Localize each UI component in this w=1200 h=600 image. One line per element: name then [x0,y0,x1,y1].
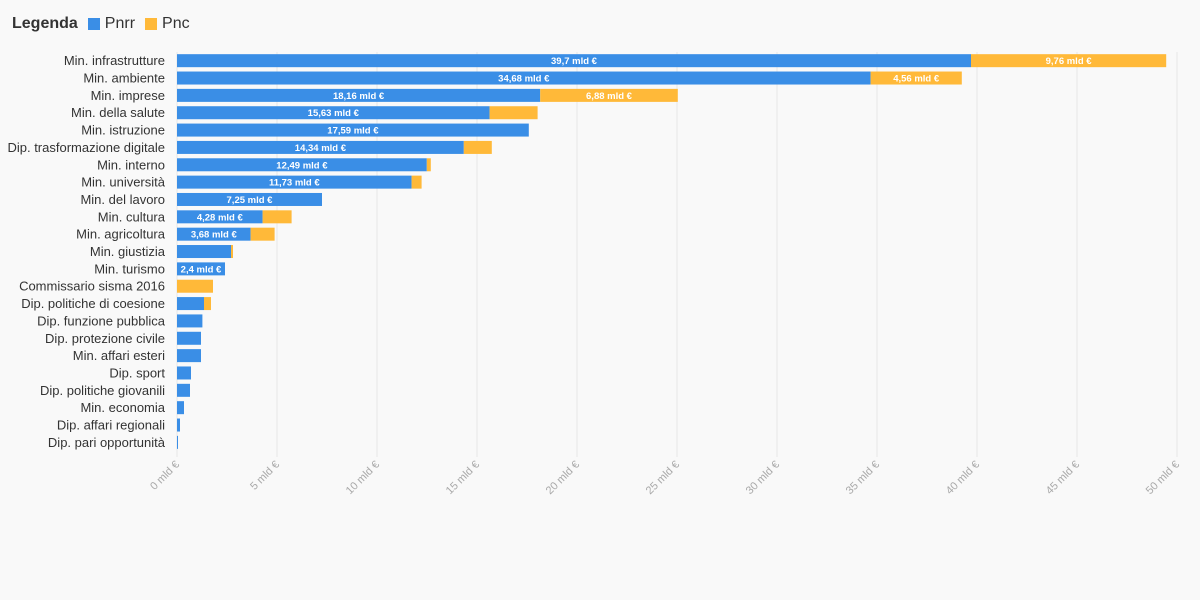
x-tick-label: 45 mld € [1044,459,1082,497]
category-label: Dip. trasformazione digitale [7,140,165,155]
bar-pnc[interactable] [411,175,422,189]
bar-pnc[interactable] [250,227,275,241]
legend-item-pnrr[interactable]: Pnrr [87,15,136,33]
bar-pnrr[interactable] [177,106,490,120]
data-label: 7,25 mld € [227,195,274,206]
category-label: Min. istruzione [81,123,165,138]
category-label: Dip. politiche di coesione [21,296,165,311]
x-tick-label: 25 mld € [644,459,682,497]
x-tick-label: 0 mld € [148,459,182,493]
legend-title: Legenda [12,15,78,32]
bar-pnrr[interactable] [177,123,529,137]
legend-swatch-pnc [145,18,158,30]
data-label: 34,68 mld € [498,74,550,85]
category-label: Min. ambiente [83,71,165,86]
x-tick-label: 30 mld € [744,459,782,497]
bar-pnrr[interactable] [177,366,191,380]
bar-pnrr[interactable] [177,54,971,68]
legend-label-pnc: Pnc [162,15,190,32]
category-label: Min. interno [97,157,165,172]
bar-pnc[interactable] [870,71,962,85]
category-label: Min. della salute [71,105,165,120]
data-label: 4,56 mld € [893,74,940,85]
bar-pnc[interactable] [971,54,1167,68]
category-label: Dip. protezione civile [45,331,165,346]
bar-pnrr[interactable] [177,349,201,363]
data-label: 11,73 mld € [269,178,320,189]
category-label: Dip. politiche giovanili [40,383,165,398]
bar-pnc[interactable] [426,158,431,172]
data-label: 3,68 mld € [191,230,238,241]
bar-pnrr[interactable] [177,192,322,206]
x-tick-label: 40 mld € [944,459,982,497]
category-label: Min. cultura [98,209,166,224]
legend-label-pnrr: Pnrr [104,15,136,32]
bar-pnrr[interactable] [177,175,412,189]
bar-pnrr[interactable] [177,245,231,259]
category-label: Dip. funzione pubblica [37,313,166,328]
bar-pnrr[interactable] [177,88,541,102]
data-label: 15,63 mld € [308,108,360,119]
category-label: Min. turismo [94,261,165,276]
bar-pnrr[interactable] [177,331,201,345]
data-label: 17,59 mld € [327,126,379,137]
bar-pnrr[interactable] [177,140,464,154]
category-label: Min. università [81,175,166,190]
data-label: 9,76 mld € [1046,56,1093,67]
x-tick-label: 35 mld € [844,459,882,497]
data-label: 14,34 mld € [295,143,347,154]
x-tick-label: 5 mld € [248,459,282,493]
bar-pnc[interactable] [463,140,492,154]
bar-pnrr[interactable] [177,158,427,172]
bar-pnc[interactable] [177,279,213,293]
bar-pnrr[interactable] [177,435,178,449]
data-label: 18,16 mld € [333,91,385,102]
bar-pnrr[interactable] [177,210,263,224]
data-label: 12,49 mld € [276,160,328,171]
category-label: Dip. affari regionali [57,418,165,433]
category-label: Min. infrastrutture [64,53,165,68]
category-label: Dip. pari opportunità [48,435,166,450]
data-label: 39,7 mld € [551,56,598,67]
x-tick-label: 10 mld € [344,459,382,497]
category-label: Min. imprese [91,88,165,103]
bar-pnrr[interactable] [177,418,180,432]
bar-pnrr[interactable] [177,401,184,415]
legend: Legenda Pnrr Pnc [12,12,190,36]
category-label: Min. giustizia [90,244,166,259]
bar-pnrr[interactable] [177,227,251,241]
data-label: 4,28 mld € [197,212,244,223]
bar-pnrr[interactable] [177,262,225,276]
bar-pnrr[interactable] [177,383,190,397]
data-label: 6,88 mld € [586,91,633,102]
category-label: Min. agricoltura [76,227,166,242]
bar-pnc[interactable] [231,245,233,259]
bar-pnc[interactable] [204,297,211,311]
data-label: 2,4 mld € [181,264,222,275]
bar-pnrr[interactable] [177,297,204,311]
x-tick-label: 50 mld € [1144,459,1182,497]
bar-pnrr[interactable] [177,314,203,328]
category-label: Min. economia [80,400,165,415]
category-label: Dip. sport [109,365,165,380]
category-label: Commissario sisma 2016 [19,279,165,294]
x-tick-label: 20 mld € [544,459,582,497]
category-label: Min. affari esteri [73,348,165,363]
legend-swatch-pnrr [87,18,100,30]
x-tick-label: 15 mld € [444,459,482,497]
bar-pnc[interactable] [262,210,292,224]
legend-item-pnc[interactable]: Pnc [145,15,190,33]
bar-pnrr[interactable] [177,71,871,85]
category-label: Min. del lavoro [80,192,165,207]
bar-pnc[interactable] [489,106,538,120]
bar-pnc[interactable] [540,88,678,102]
